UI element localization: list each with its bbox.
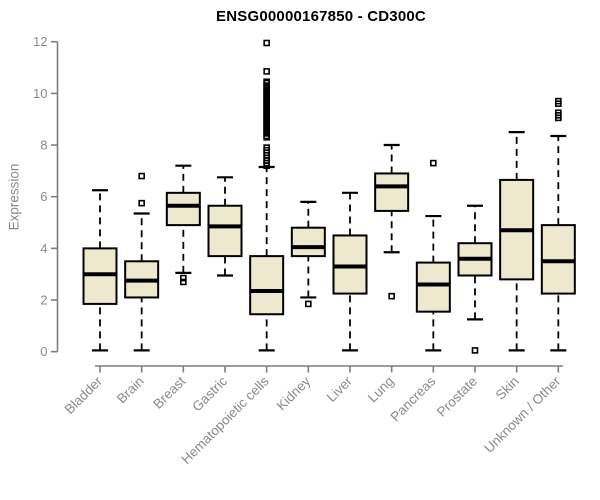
box-hematopoietic-cells-outlier-point (263, 78, 270, 86)
box-hematopoietic-cells-outlier-point (263, 144, 270, 151)
y-tick-label: 2 (40, 293, 47, 308)
box-hematopoietic-cells-iqr (249, 255, 285, 316)
box-breast-outlier-point (180, 278, 187, 286)
box-hematopoietic-cells-outlier-point (263, 68, 270, 75)
y-tick-label: 0 (40, 344, 47, 359)
y-tick-label: 6 (40, 189, 47, 204)
y-tick-label: 4 (40, 241, 47, 256)
box-unknown-other-outlier-point (555, 97, 562, 105)
y-tick-label: 8 (40, 138, 47, 153)
x-category-label-breast: Breast (150, 373, 188, 411)
x-category-label-bladder: Bladder (62, 373, 106, 417)
x-category-label-liver: Liver (324, 373, 356, 405)
y-tick-label: 10 (33, 86, 47, 101)
box-pancreas-outlier-point (430, 159, 437, 167)
box-gastric-iqr (207, 204, 243, 258)
box-lung-outlier-point (388, 292, 395, 300)
box-breast-outlier-point (180, 274, 187, 282)
x-category-label-kidney: Kidney (274, 373, 314, 413)
box-unknown-other-outlier-point (555, 109, 562, 117)
box-kidney-iqr (290, 226, 326, 258)
x-category-label-skin: Skin (493, 374, 522, 403)
x-category-label-prostate: Prostate (434, 374, 480, 420)
chart-title: ENSG00000167850 - CD300C (216, 8, 426, 25)
x-category-label-unknown-other: Unknown / Other (481, 373, 564, 456)
box-breast-iqr (165, 191, 201, 227)
box-brain-outlier-point (138, 172, 145, 180)
box-kidney-outlier-point (305, 300, 312, 308)
x-category-label-gastric: Gastric (189, 373, 230, 414)
box-hematopoietic-cells-outlier-point (263, 39, 270, 47)
x-category-label-brain: Brain (114, 374, 147, 407)
box-brain-outlier-point (138, 199, 145, 207)
box-prostate-outlier-point (471, 347, 479, 354)
x-category-label-lung: Lung (365, 374, 397, 406)
y-tick-label: 12 (33, 34, 47, 49)
box-pancreas-iqr (415, 261, 451, 313)
box-lung-iqr (374, 172, 410, 212)
x-category-label-pancreas: Pancreas (388, 373, 439, 424)
